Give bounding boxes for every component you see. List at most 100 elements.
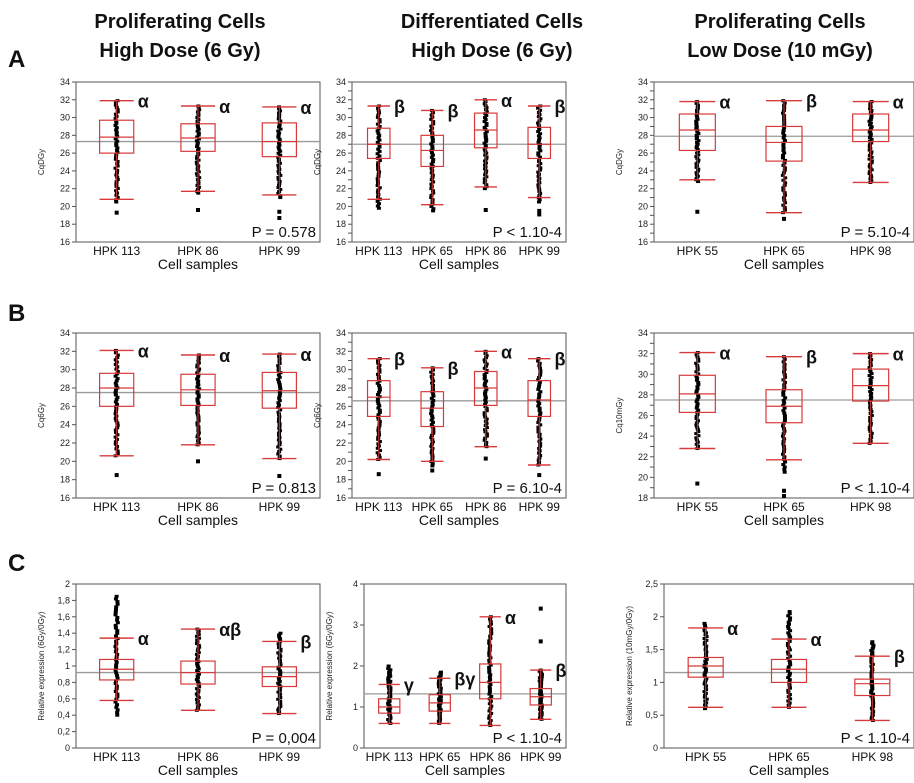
y-tick-label: 26 [336, 148, 346, 158]
data-point [115, 377, 120, 381]
outlier-point [782, 216, 786, 221]
data-point [276, 368, 281, 372]
y-tick-label: 1,2 [57, 645, 70, 655]
box-hpk-99: α [261, 345, 311, 478]
data-point [484, 183, 489, 187]
box-hpk-99: β [527, 350, 565, 478]
box-hpk-86: α [473, 91, 512, 212]
data-point [375, 184, 380, 188]
data-point [867, 366, 872, 370]
data-point [869, 388, 874, 392]
box-hpk-65: β [420, 359, 458, 473]
data-point [782, 470, 787, 474]
data-point [276, 405, 281, 409]
data-point [276, 169, 281, 173]
y-tick-label: 22 [638, 184, 648, 194]
data-point [277, 147, 282, 151]
data-point [195, 154, 200, 158]
data-point [278, 149, 283, 153]
y-axis-label: Relative expression (6Gy/0Gy) [325, 611, 334, 720]
data-point [482, 377, 487, 381]
data-point [483, 153, 488, 157]
box-hpk-99: β [529, 606, 566, 721]
data-point [196, 191, 201, 195]
x-tick-label: HPK 65 [412, 244, 454, 258]
data-point [483, 400, 488, 404]
data-point [114, 141, 119, 145]
data-point [431, 122, 436, 126]
data-point [787, 701, 792, 705]
y-tick-label: 18 [336, 219, 346, 229]
y-tick-label: 18 [60, 219, 70, 229]
data-point [870, 685, 875, 689]
data-point [483, 396, 488, 400]
data-point [867, 136, 872, 140]
y-axis-label: Relative expression (10mGy/0Gy) [625, 606, 634, 726]
data-point [113, 634, 118, 638]
data-point [195, 116, 200, 120]
data-point [195, 638, 200, 642]
data-point [113, 381, 118, 385]
y-tick-label: 3 [353, 620, 358, 630]
x-tick-label: HPK 65 [412, 500, 454, 514]
y-tick-label: 4 [353, 579, 358, 589]
y-tick-label: 26 [60, 401, 70, 411]
data-point [786, 631, 791, 635]
data-point [276, 708, 281, 712]
data-point [278, 127, 283, 131]
data-point [538, 373, 543, 377]
y-tick-label: 20 [60, 201, 70, 211]
x-tick-label: HPK 98 [852, 750, 894, 764]
data-point [868, 390, 873, 394]
data-point [113, 442, 118, 446]
data-point [483, 402, 488, 406]
data-point [194, 697, 199, 701]
data-point [786, 665, 791, 669]
data-point [276, 642, 281, 646]
data-point [538, 437, 543, 441]
data-point [196, 667, 201, 671]
data-point [537, 392, 542, 396]
data-point [703, 659, 708, 663]
data-point [276, 667, 281, 671]
data-point [694, 389, 699, 393]
x-tick-label: HPK 99 [259, 244, 301, 258]
data-point [482, 187, 487, 191]
x-axis-label: Cell samples [419, 256, 499, 272]
data-point [113, 645, 118, 649]
outlier-point [537, 212, 542, 217]
data-point [113, 101, 118, 105]
iqr-box [770, 658, 808, 684]
data-point [376, 161, 381, 165]
y-tick-label: 1,4 [57, 628, 70, 638]
box-hpk-55: α [678, 93, 730, 214]
data-point [484, 129, 489, 133]
data-point [195, 399, 200, 403]
data-point [114, 666, 119, 670]
outlier-point [537, 208, 542, 213]
y-tick-label: 26 [638, 148, 648, 158]
data-point [867, 143, 872, 147]
data-point [536, 130, 541, 134]
data-point [702, 673, 707, 677]
data-point [195, 674, 200, 678]
p-value-label: P < 1.10-4 [493, 730, 562, 747]
data-point [536, 385, 541, 389]
data-point [484, 407, 489, 411]
x-tick-label: HPK 55 [677, 500, 719, 514]
data-point [780, 156, 785, 160]
data-point [787, 648, 792, 652]
data-point [195, 687, 200, 691]
y-axis-label: Cq6Gy [313, 403, 322, 428]
data-point [867, 427, 872, 431]
outlier-point [695, 209, 700, 214]
data-point [786, 676, 791, 680]
data-point [114, 384, 119, 388]
data-point [195, 661, 200, 665]
data-point [195, 658, 200, 662]
data-point [115, 146, 120, 150]
data-point [376, 181, 381, 185]
data-point [867, 130, 872, 134]
data-point [114, 128, 119, 132]
data-point [537, 147, 542, 151]
